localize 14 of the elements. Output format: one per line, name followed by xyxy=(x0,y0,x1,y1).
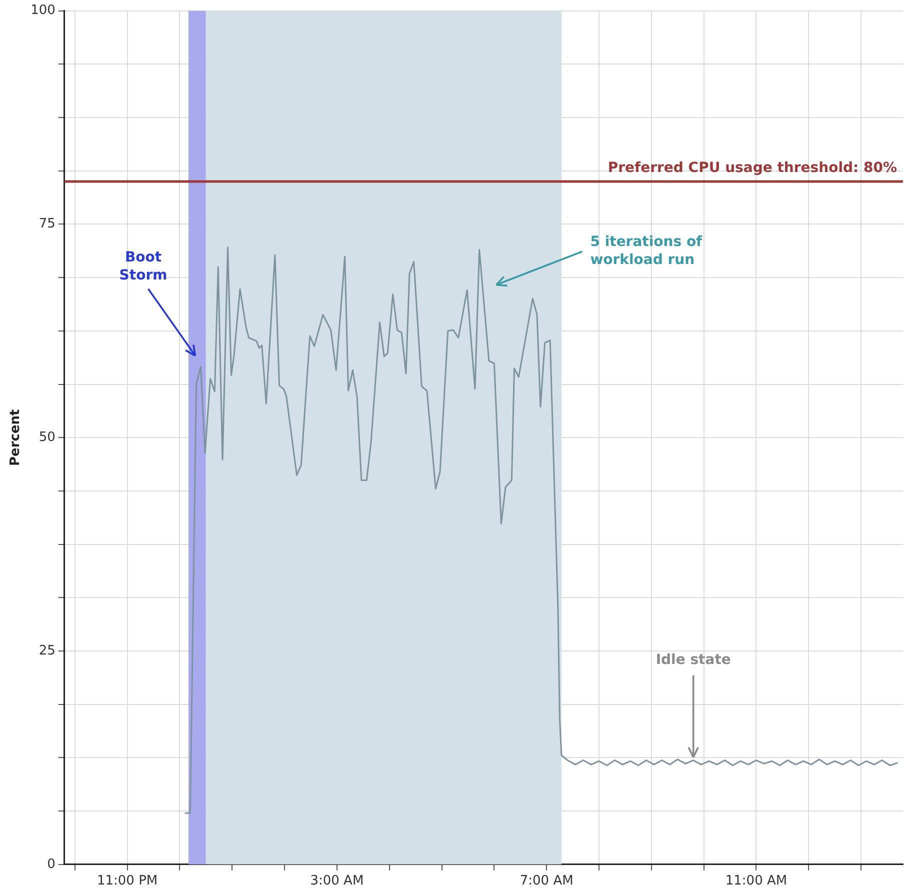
y-tick-label: 100 xyxy=(30,3,56,18)
annotation: Boot Storm xyxy=(119,250,168,284)
x-tick-label: 7:00 AM xyxy=(520,874,574,889)
y-tick-label: 50 xyxy=(38,430,56,445)
y-tick-label: 25 xyxy=(38,643,56,658)
annotation: Idle state xyxy=(656,652,731,668)
x-tick-label: 11:00 AM xyxy=(725,874,788,889)
annotation: 5 iterations of workload run xyxy=(590,234,704,268)
x-tick-label: 3:00 AM xyxy=(310,874,364,889)
y-axis-title: Percent xyxy=(8,409,24,466)
y-tick-label: 75 xyxy=(38,216,56,232)
y-tick-label: 0 xyxy=(47,856,56,872)
ref-line-label: Preferred CPU usage threshold: 80% xyxy=(608,160,897,176)
x-tick-label: 11:00 PM xyxy=(96,874,158,889)
